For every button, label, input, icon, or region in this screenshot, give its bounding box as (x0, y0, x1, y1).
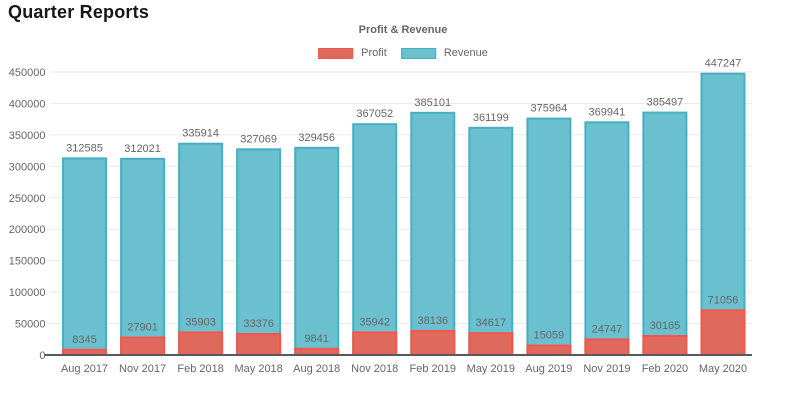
value-label-revenue: 367052 (356, 108, 393, 120)
value-label-profit: 34617 (476, 317, 507, 329)
value-label-revenue: 312585 (66, 142, 103, 154)
legend-swatch-profit (318, 47, 354, 59)
value-label-profit: 30165 (650, 320, 681, 332)
legend-swatch-revenue (400, 47, 436, 59)
y-tick-label: 450000 (9, 67, 46, 79)
x-tick-label: Aug 2017 (61, 363, 108, 375)
bar-profit-may-2020[interactable] (700, 309, 746, 356)
bar-profit-aug-2019[interactable] (526, 344, 572, 356)
bar-profit-may-2019[interactable] (468, 332, 514, 357)
x-tick-label: May 2020 (699, 363, 747, 375)
value-label-revenue: 447247 (705, 58, 742, 70)
page-title: Quarter Reports (8, 2, 150, 22)
x-tick-label: Feb 2020 (642, 363, 688, 375)
value-label-profit: 9841 (304, 333, 328, 345)
x-tick-label: Nov 2017 (119, 363, 166, 375)
bar-profit-nov-2018[interactable] (352, 331, 398, 356)
bar-profit-nov-2017[interactable] (120, 336, 166, 356)
x-tick-label: Feb 2018 (177, 363, 223, 375)
x-tick-label: May 2019 (467, 363, 515, 375)
bar-revenue-aug-2018[interactable] (294, 146, 340, 356)
bar-revenue-feb-2018[interactable] (178, 142, 224, 356)
chart-legend: Profit & Revenue Profit Revenue (318, 24, 488, 59)
value-label-revenue: 335914 (182, 128, 219, 140)
x-tick-label: Nov 2018 (351, 363, 398, 375)
y-tick-label: 250000 (9, 193, 46, 205)
legend-item-profit[interactable]: Profit (318, 47, 387, 59)
y-tick-label: 300000 (9, 161, 46, 173)
y-tick-label: 150000 (9, 256, 46, 268)
value-label-profit: 15059 (534, 330, 565, 342)
x-tick-label: Aug 2019 (525, 363, 572, 375)
bar-revenue-feb-2020[interactable] (642, 111, 688, 356)
value-label-revenue: 361199 (473, 112, 509, 124)
value-label-revenue: 312021 (124, 143, 161, 155)
legend-label: Profit (361, 47, 387, 59)
value-label-profit: 38136 (417, 315, 448, 327)
bar-profit-feb-2019[interactable] (410, 330, 456, 356)
value-label-profit: 35903 (185, 316, 216, 328)
value-label-revenue: 327069 (240, 133, 277, 145)
value-label-profit: 27901 (127, 322, 158, 334)
value-label-profit: 33376 (243, 318, 274, 330)
y-tick-label: 400000 (9, 98, 46, 110)
value-label-revenue: 329456 (298, 132, 335, 144)
x-tick-label: Nov 2019 (583, 363, 630, 375)
y-tick-label: 0 (39, 350, 45, 362)
value-label-profit: 71056 (708, 294, 739, 306)
y-tick-label: 350000 (9, 130, 46, 142)
bar-revenue-nov-2018[interactable] (352, 123, 398, 356)
bar-revenue-aug-2019[interactable] (526, 117, 572, 356)
value-label-revenue: 369941 (589, 106, 626, 118)
chart-legend-title: Profit & Revenue (358, 24, 448, 36)
bar-profit-feb-2018[interactable] (178, 331, 224, 356)
value-label-profit: 24747 (592, 323, 623, 335)
value-label-revenue: 385101 (414, 97, 451, 109)
bar-profit-nov-2019[interactable] (584, 338, 630, 356)
y-tick-label: 200000 (9, 224, 46, 236)
x-tick-label: May 2018 (234, 363, 282, 375)
legend-label: Revenue (443, 47, 488, 59)
value-label-profit: 8345 (72, 334, 96, 346)
bar-revenue-may-2018[interactable] (236, 148, 282, 356)
x-tick-label: Aug 2018 (293, 363, 340, 375)
bar-revenue-aug-2017[interactable] (62, 157, 107, 356)
chart-legend-items: Profit Revenue (318, 47, 488, 59)
bar-revenue-feb-2019[interactable] (410, 111, 456, 356)
y-tick-label: 50000 (15, 319, 46, 331)
bar-revenue-may-2020[interactable] (700, 72, 746, 356)
bar-profit-may-2018[interactable] (236, 333, 282, 356)
y-tick-label: 100000 (9, 287, 46, 299)
bar-revenue-nov-2019[interactable] (584, 121, 630, 356)
x-tick-label: Feb 2019 (410, 363, 456, 375)
value-label-revenue: 375964 (530, 103, 567, 115)
legend-item-revenue[interactable]: Revenue (400, 47, 488, 59)
value-label-revenue: 385497 (647, 97, 684, 109)
bar-profit-feb-2020[interactable] (642, 335, 688, 356)
value-label-profit: 35942 (359, 316, 390, 328)
